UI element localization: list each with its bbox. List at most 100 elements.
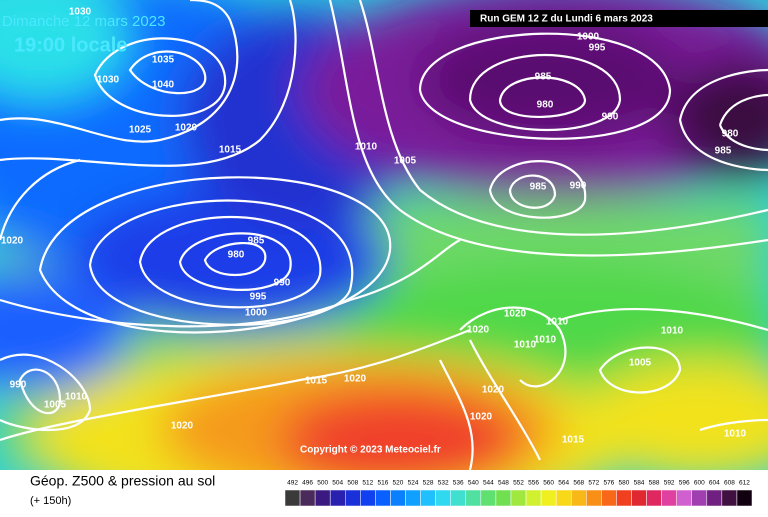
- scale-swatch: [314, 489, 331, 507]
- scale-label: 492: [287, 480, 298, 487]
- scale-swatch: [390, 489, 406, 507]
- isobar-label: 1020: [171, 421, 194, 432]
- scale-label: 564: [558, 480, 569, 487]
- isobar-label: 985: [248, 236, 265, 247]
- scale-label: 548: [498, 480, 509, 487]
- footer-title: Géop. Z500 & pression au sol: [30, 473, 215, 489]
- run-info: Run GEM 12 Z du Lundi 6 mars 2023: [480, 14, 653, 25]
- isobar-label: 1035: [152, 55, 175, 66]
- isobar-label: 1020: [1, 236, 24, 247]
- copyright: Copyright © 2023 Meteociel.fr: [300, 445, 441, 456]
- isobar-label: 1020: [467, 325, 490, 336]
- scale-swatch: [299, 489, 316, 507]
- forecast-time: 19:00 locale: [14, 34, 127, 56]
- color-scale: 492 496 500 504 508 512 516 520 524 528 532 536 540 5…: [284, 480, 753, 507]
- scale-swatch: [480, 489, 497, 507]
- scale-label: 532: [438, 480, 449, 487]
- scale-swatch: [570, 489, 587, 507]
- isobar-label: 1005: [394, 156, 417, 167]
- isobar-label: 1020: [344, 374, 367, 385]
- isobar-label: 1010: [355, 142, 378, 153]
- isobar-label: 1030: [97, 75, 120, 86]
- run-banner: [470, 10, 768, 27]
- scale-label: 512: [362, 480, 373, 487]
- scale-label: 592: [664, 480, 675, 487]
- isobar-label: 1020: [175, 123, 198, 134]
- isobar-label: 1015: [305, 376, 328, 387]
- isobar-label: 1015: [562, 435, 585, 446]
- isobar-label: 985: [535, 72, 552, 83]
- scale-label: 504: [332, 480, 343, 487]
- isobar-label: 1040: [152, 80, 175, 91]
- isobar-label: 980: [537, 100, 554, 111]
- isobar-label: 990: [570, 181, 587, 192]
- scale-swatch: [284, 489, 301, 507]
- isobar-label: 1020: [470, 412, 493, 423]
- scale-label: 536: [453, 480, 464, 487]
- isobar-label: 1010: [661, 326, 684, 337]
- isobar-label: 1005: [629, 358, 652, 369]
- isobar-label: 1010: [546, 317, 569, 328]
- scale-label: 524: [408, 480, 419, 487]
- isobar-label: 985: [715, 146, 732, 157]
- isobar-label: 1010: [65, 392, 88, 403]
- scale-swatch: [360, 489, 376, 507]
- scale-label: 608: [724, 480, 735, 487]
- isobar-label: 1000: [245, 308, 268, 319]
- scale-label: 604: [709, 480, 720, 487]
- isobar-label: 1010: [724, 429, 747, 440]
- scale-swatch: [465, 489, 482, 507]
- scale-swatch: [555, 489, 572, 507]
- footer-lead: (+ 150h): [30, 495, 71, 507]
- isobar-label: 1010: [534, 335, 557, 346]
- isobar-label: 980: [722, 129, 739, 140]
- scale-label: 612: [739, 480, 750, 487]
- scale-swatch: [601, 489, 617, 507]
- scale-swatch: [405, 489, 421, 507]
- isobar-label: 985: [530, 182, 547, 193]
- scale-label: 584: [634, 480, 645, 487]
- isobar-label: 1015: [219, 145, 242, 156]
- isobar-label: 1025: [129, 125, 152, 136]
- isobar-label: 1000: [577, 32, 600, 43]
- scale-label: 500: [317, 480, 328, 487]
- scale-label: 556: [528, 480, 539, 487]
- isobars: [0, 0, 768, 471]
- scale-label: 576: [603, 480, 614, 487]
- scale-swatch: [510, 489, 527, 507]
- scale-swatch: [631, 489, 647, 507]
- isobar-label: 1010: [514, 340, 537, 351]
- scale-swatch: [646, 489, 662, 507]
- scale-swatch: [540, 489, 557, 507]
- scale-swatch: [586, 489, 602, 507]
- scale-label: 588: [649, 480, 660, 487]
- scale-swatch: [676, 489, 692, 507]
- scale-swatch: [691, 489, 708, 507]
- scale-label: 496: [302, 480, 313, 487]
- isobar-label: 995: [589, 43, 606, 54]
- scale-swatch: [736, 489, 753, 507]
- isobar-label: 990: [602, 112, 619, 123]
- scale-label: 508: [347, 480, 358, 487]
- isobar-label: 995: [250, 292, 267, 303]
- scale-swatch: [435, 489, 451, 507]
- isobar-label: 990: [10, 380, 27, 391]
- forecast-date: Dimanche 12 mars 2023: [2, 13, 165, 30]
- scale-label: 540: [468, 480, 479, 487]
- scale-label: 600: [694, 480, 705, 487]
- scale-swatch: [721, 489, 738, 507]
- scale-label: 580: [619, 480, 630, 487]
- scale-swatch: [525, 489, 542, 507]
- scale-label: 596: [679, 480, 690, 487]
- scale-label: 544: [483, 480, 494, 487]
- scale-label: 560: [543, 480, 554, 487]
- scale-swatch: [706, 489, 723, 507]
- isobar-label: 1030: [69, 7, 92, 18]
- isobar-label: 1005: [44, 400, 67, 411]
- scale-swatch: [450, 489, 467, 507]
- scale-swatch: [495, 489, 512, 507]
